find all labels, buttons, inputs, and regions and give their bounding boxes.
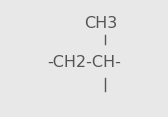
Text: CH3: CH3 (84, 16, 117, 31)
Text: -CH2-CH-: -CH2-CH- (47, 55, 121, 69)
